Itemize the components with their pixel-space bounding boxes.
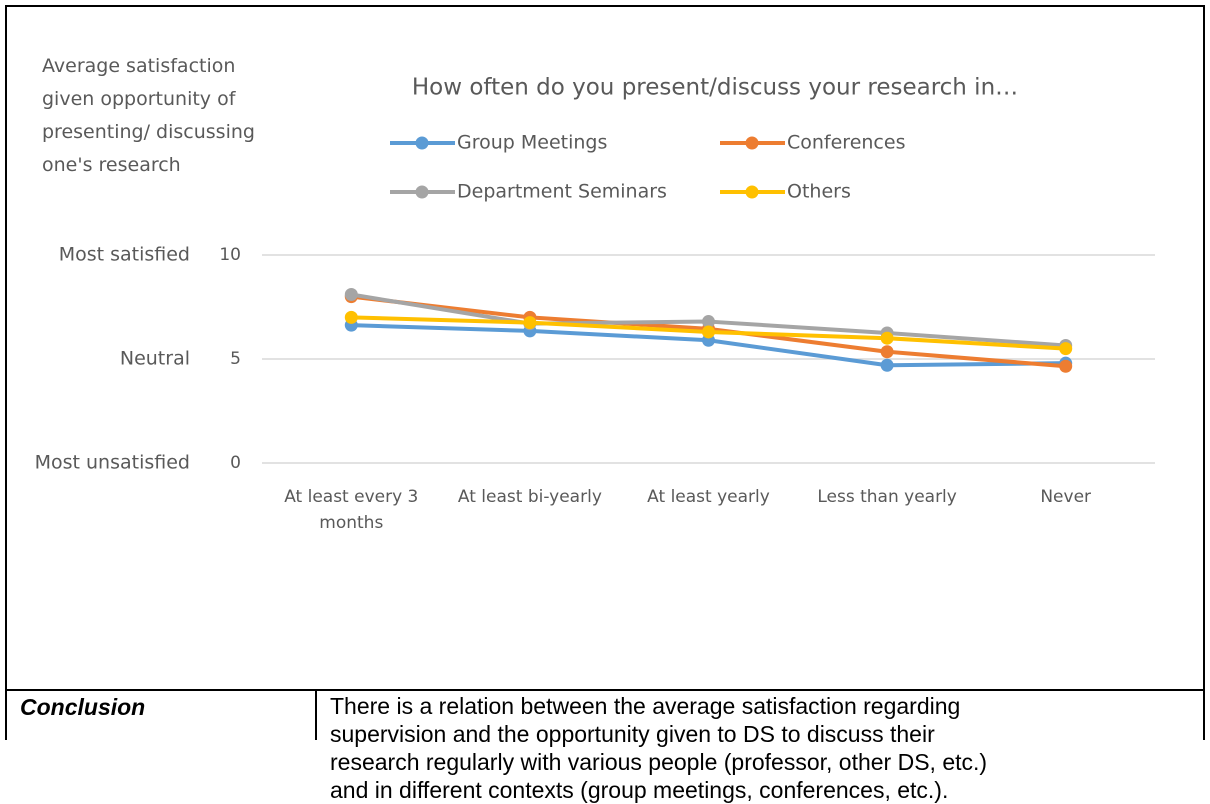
conclusion-line: supervision and the opportunity given to…	[330, 721, 935, 747]
point	[344, 288, 358, 302]
legend-marker	[415, 136, 429, 150]
y-axis-title: Average satisfaction given opportunity o…	[42, 55, 255, 176]
legend-label: Group Meetings	[457, 132, 607, 154]
point	[880, 345, 894, 359]
point	[702, 315, 715, 329]
border	[5, 5, 1205, 7]
chart: How often do you present/discuss your re…	[35, 75, 1155, 474]
point	[523, 316, 537, 330]
y-tick-label: 10	[219, 245, 241, 265]
x-tick-label: At least yearly	[647, 487, 770, 507]
x-tick-label: Never	[1040, 487, 1092, 507]
point	[702, 325, 715, 339]
x-tick-label: At least every 3 months	[284, 487, 419, 533]
conclusion-line: research regularly with various people (…	[330, 749, 988, 775]
x-tick-label: Less than yearly	[817, 487, 957, 507]
legend-marker	[415, 185, 429, 199]
point	[344, 310, 358, 324]
legend-marker	[745, 185, 759, 199]
conclusion-heading: Conclusion	[20, 694, 146, 720]
y-tick-name: Most unsatisfied	[35, 452, 190, 474]
point	[1059, 359, 1073, 373]
chart-title: How often do you present/discuss your re…	[412, 75, 1018, 101]
conclusion-text: There is a relation between the average …	[330, 692, 1200, 803]
border	[1203, 5, 1205, 740]
legend-label: Department Seminars	[457, 181, 667, 203]
y-tick-label: 0	[230, 453, 241, 473]
page: How often do you present/discuss your re…	[5, 5, 1205, 803]
legend-marker	[745, 136, 759, 150]
conclusion-line: and in different contexts (group meeting…	[330, 777, 949, 803]
point	[1059, 342, 1073, 356]
legend-label: Conferences	[787, 132, 905, 154]
border	[5, 689, 1205, 691]
y-tick-name: Neutral	[120, 348, 190, 370]
border	[315, 689, 317, 740]
point	[880, 331, 894, 345]
border	[5, 5, 7, 740]
x-tick-label: At least bi-yearly	[457, 487, 602, 507]
conclusion-line: There is a relation between the average …	[330, 693, 961, 719]
y-tick-label: 5	[230, 349, 241, 369]
y-tick-name: Most satisfied	[59, 244, 190, 266]
legend-label: Others	[787, 181, 851, 203]
point	[880, 358, 894, 372]
